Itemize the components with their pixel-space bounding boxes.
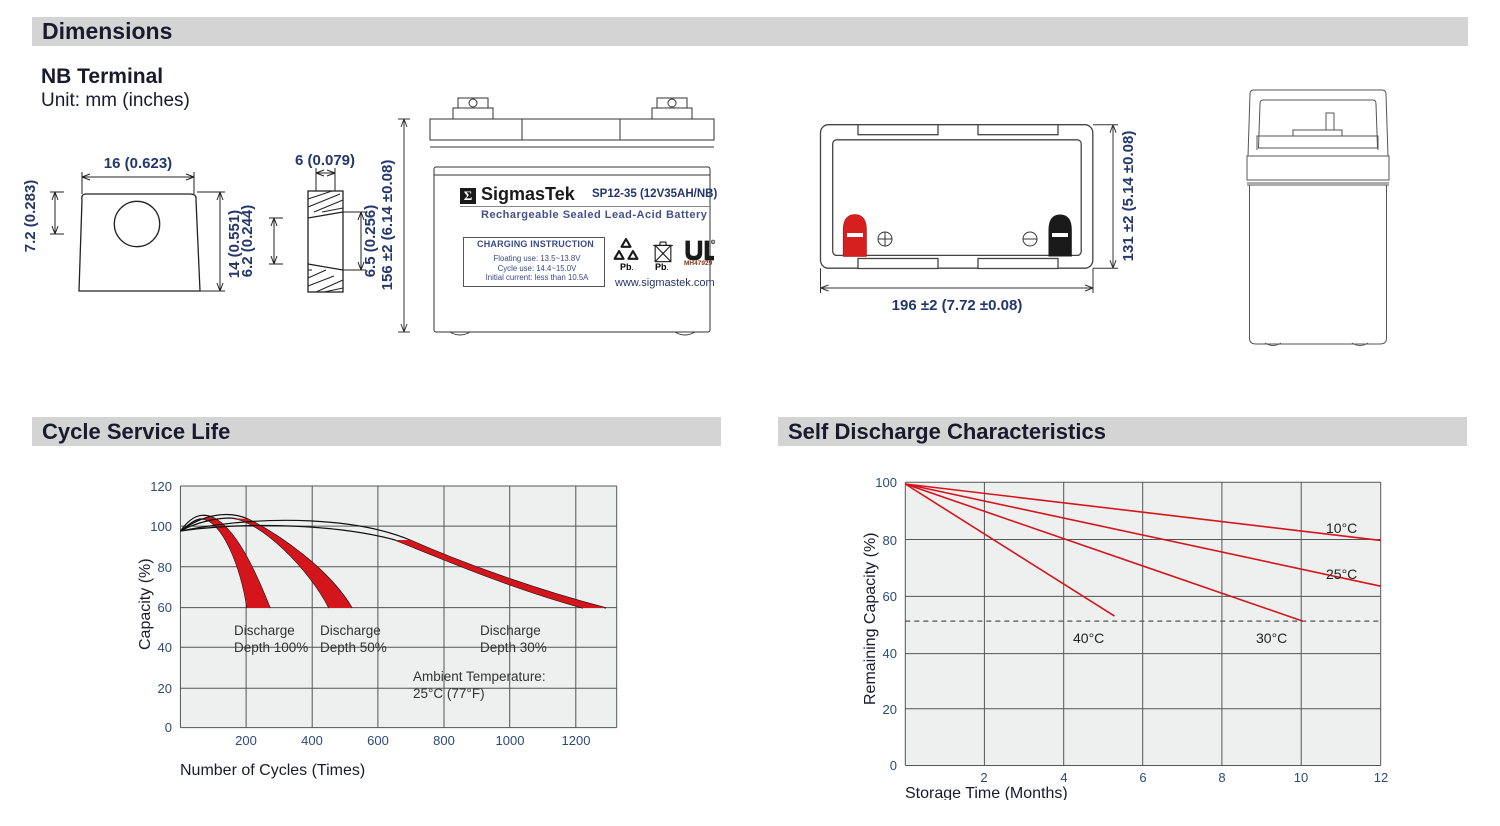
svg-text:25°C: 25°C [1326,566,1357,582]
svg-text:6 (0.079): 6 (0.079) [295,152,355,169]
svg-text:30°C: 30°C [1256,630,1287,646]
svg-text:100: 100 [150,519,172,534]
svg-text:Depth 50%: Depth 50% [320,640,387,655]
svg-text:0: 0 [165,720,172,735]
svg-text:6.5 (0.256): 6.5 (0.256) [362,205,379,278]
svg-text:80: 80 [158,560,172,575]
svg-text:4: 4 [1060,770,1067,785]
svg-text:7.2 (0.283): 7.2 (0.283) [22,180,39,253]
svg-text:120: 120 [150,479,172,494]
svg-text:2: 2 [980,770,987,785]
svg-text:80: 80 [883,533,897,548]
svg-text:6: 6 [1139,770,1146,785]
svg-text:25°C (77°F): 25°C (77°F) [413,686,485,701]
svg-text:800: 800 [433,733,455,748]
svg-text:20: 20 [158,681,172,696]
svg-text:Remaining Capacity (%): Remaining Capacity (%) [862,532,879,705]
svg-text:6.2 (0.244): 6.2 (0.244) [239,205,256,278]
svg-text:Number of Cycles (Times): Number of Cycles (Times) [180,762,365,779]
svg-text:40: 40 [883,646,897,661]
svg-text:16 (0.623): 16 (0.623) [104,155,172,172]
svg-text:10: 10 [1294,770,1308,785]
svg-text:131 ±2 (5.14 ±0.08): 131 ±2 (5.14 ±0.08) [1120,131,1137,262]
svg-text:12: 12 [1374,770,1388,785]
svg-text:600: 600 [367,733,389,748]
svg-text:200: 200 [235,733,257,748]
svg-text:Depth 30%: Depth 30% [480,640,547,655]
svg-text:Capacity (%): Capacity (%) [137,558,154,650]
svg-text:Ambient Temperature:: Ambient Temperature: [413,669,546,684]
svg-text:Depth 100%: Depth 100% [234,640,308,655]
svg-text:196 ±2 (7.72 ±0.08): 196 ±2 (7.72 ±0.08) [892,297,1023,314]
svg-text:1200: 1200 [562,733,591,748]
svg-text:0: 0 [890,758,897,773]
svg-text:20: 20 [883,702,897,717]
svg-text:60: 60 [158,600,172,615]
svg-text:10°C: 10°C [1326,520,1357,536]
svg-text:1000: 1000 [496,733,525,748]
svg-text:40: 40 [158,640,172,655]
svg-text:Discharge: Discharge [234,623,295,638]
svg-text:8: 8 [1218,770,1225,785]
svg-text:Discharge: Discharge [480,623,541,638]
svg-text:40°C: 40°C [1073,630,1104,646]
svg-text:400: 400 [301,733,323,748]
svg-text:100: 100 [875,475,897,490]
svg-text:156 ±2 (6.14 ±0.08): 156 ±2 (6.14 ±0.08) [379,160,396,291]
svg-text:60: 60 [883,589,897,604]
svg-text:Storage Time (Months): Storage Time (Months) [905,785,1068,800]
svg-text:Discharge: Discharge [320,623,381,638]
svg-text:R: R [712,241,714,244]
